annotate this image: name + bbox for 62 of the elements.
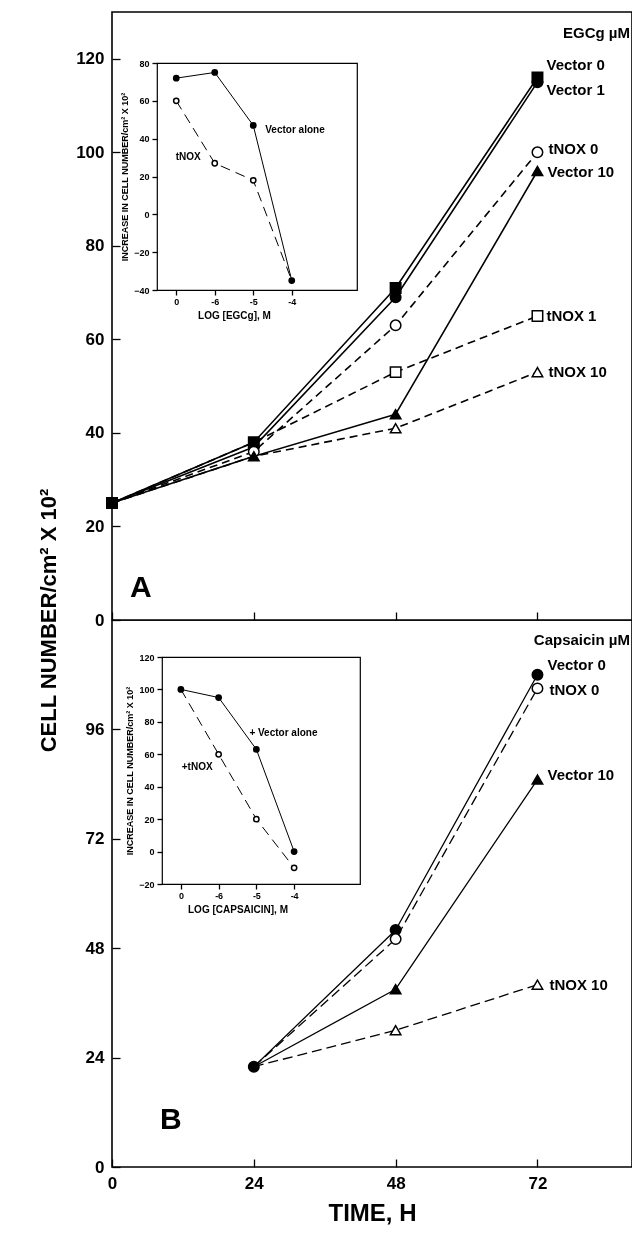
series-label: Vector 10 (547, 765, 615, 783)
y-tick-label: −40 (134, 285, 150, 296)
series-label: tNOX 10 (548, 363, 607, 381)
y-tick-label: 40 (144, 782, 155, 793)
y-tick-label: 60 (139, 96, 150, 107)
x-tick-label: -6 (211, 296, 220, 307)
x-tick-label: -5 (249, 296, 258, 307)
series-label: tNOX 0 (549, 681, 600, 699)
x-tick-label: 72 (528, 1173, 548, 1193)
y-tick-label: 0 (95, 610, 105, 630)
y-tick-label: 120 (76, 49, 105, 69)
y-tick-label: 0 (144, 209, 150, 220)
y-tick-label: 80 (144, 717, 155, 728)
y-tick-label: −20 (139, 879, 155, 890)
y-tick-label: 72 (85, 829, 105, 849)
y-tick-label: 20 (85, 516, 105, 536)
y-tick-label: 20 (144, 814, 155, 825)
y-axis-title: CELL NUMBER/cm² X 10² (35, 488, 61, 753)
series-label: tNOX 1 (546, 307, 597, 324)
legend-title: EGCg µM (563, 24, 630, 41)
y-tick-label: 100 (139, 684, 155, 695)
x-tick-label: -5 (252, 890, 261, 901)
y-tick-label: 80 (139, 58, 150, 69)
y-tick-label: 40 (85, 423, 105, 443)
y-tick-label: 120 (139, 652, 155, 663)
legend-title: Capsaicin µM (533, 631, 630, 648)
y-tick-label: 60 (85, 329, 105, 349)
y-tick-label: 48 (85, 938, 105, 958)
y-tick-label: 0 (149, 847, 155, 858)
series-label: + Vector alone (249, 727, 318, 739)
x-tick-label: 0 (178, 890, 184, 901)
y-tick-label: 0 (95, 1157, 105, 1177)
series-label: tNOX 0 (548, 140, 599, 158)
series-label: Vector 10 (547, 163, 615, 181)
series-label: Vector alone (265, 124, 326, 136)
y-tick-label: 80 (85, 236, 105, 256)
x-tick-label: -6 (215, 890, 224, 901)
y-tick-label: −20 (134, 247, 150, 258)
x-axis-title: TIME, H (328, 1198, 417, 1226)
x-tick-label: 0 (174, 296, 180, 307)
series-label: tNOX 10 (549, 975, 608, 993)
series-label: Vector 1 (546, 81, 605, 99)
x-axis-title: LOG [EGCg], M (198, 309, 271, 321)
series-label: +tNOX (181, 761, 213, 773)
series-label: Vector 0 (546, 56, 605, 74)
y-tick-label: 40 (139, 134, 150, 145)
series-label: tNOX (175, 151, 202, 163)
y-axis-title: INCREASE IN CELL NUMBER/cm² X 10² (120, 92, 131, 262)
x-tick-label: -4 (288, 296, 297, 307)
x-tick-label: 24 (244, 1173, 265, 1193)
y-tick-label: 100 (76, 142, 105, 162)
y-tick-label: 20 (139, 172, 150, 182)
y-tick-label: 24 (85, 1048, 106, 1068)
y-axis-title: INCREASE IN CELL NUMBER/cm² X 10² (125, 686, 136, 856)
x-axis-title: LOG [CAPSAICIN], M (188, 903, 288, 915)
x-tick-label: -4 (290, 890, 299, 901)
y-tick-label: 60 (144, 749, 155, 760)
x-tick-label: 48 (386, 1173, 406, 1193)
series-label: Vector 0 (547, 655, 606, 673)
annotation: A (130, 570, 152, 603)
annotation: B (160, 1102, 182, 1135)
y-tick-label: 96 (85, 719, 105, 739)
